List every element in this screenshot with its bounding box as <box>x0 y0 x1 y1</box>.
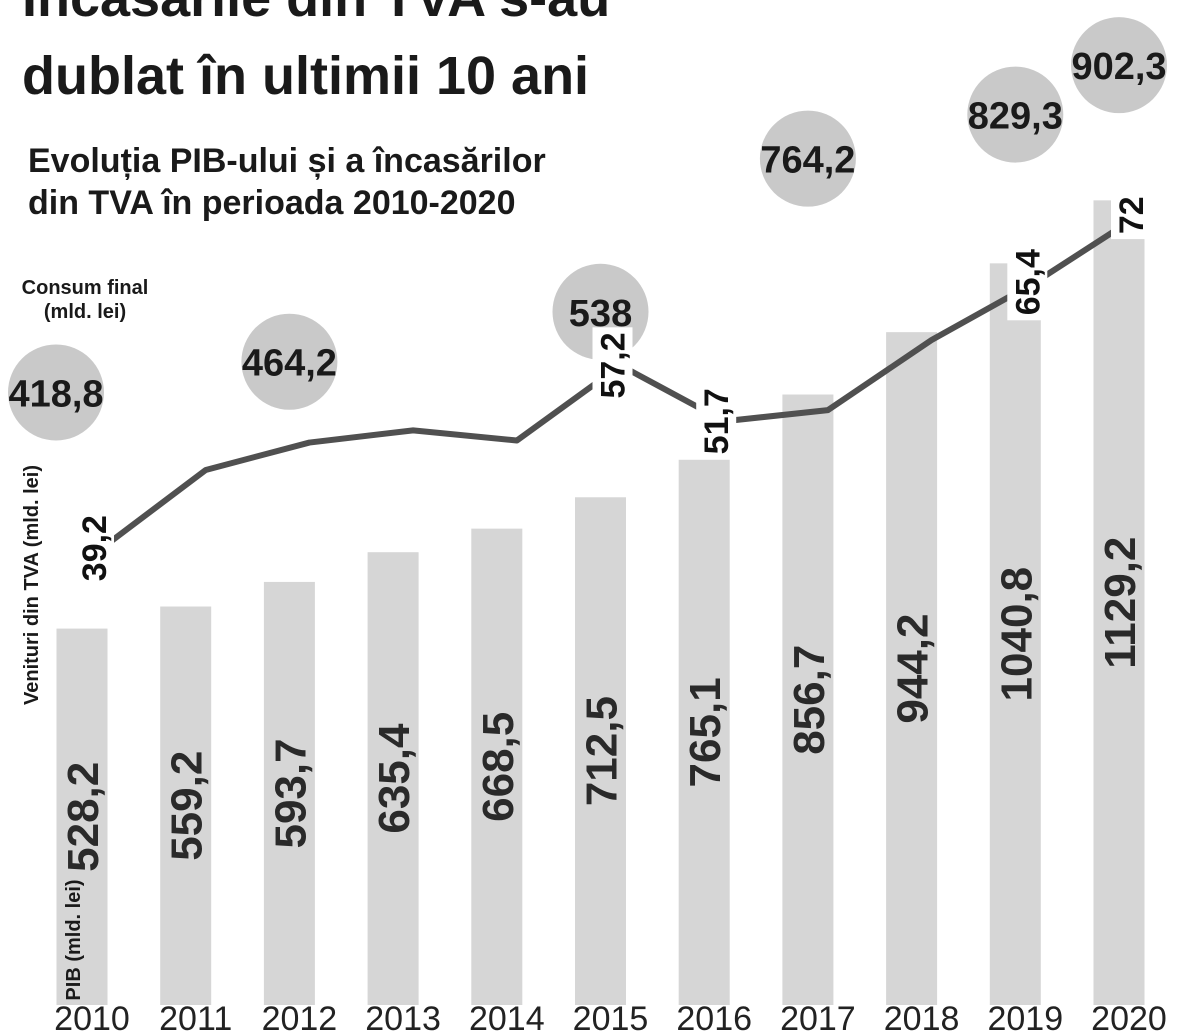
bubble <box>759 110 856 207</box>
bar-value-label: 944,2 <box>889 614 938 724</box>
line-value-label-bg <box>74 510 114 587</box>
line-value-label-bg <box>1111 191 1151 240</box>
bar-value-label: 528,2 <box>59 762 108 872</box>
title-line: dublat în ultimii 10 ani <box>22 46 589 106</box>
bar <box>471 528 523 1005</box>
bubble-value-label: 464,2 <box>242 343 337 385</box>
bar-value-label: 712,5 <box>578 696 627 806</box>
line-value-label-group: 57,2 <box>592 327 633 404</box>
bar <box>678 459 730 1005</box>
line-value-label: 65,4 <box>1009 249 1047 315</box>
line-value-label: 39,2 <box>76 515 114 581</box>
x-tick-label: 2014 <box>469 1000 545 1036</box>
line-value-label-group: 51,7 <box>696 383 737 460</box>
bubble-value-label: 538 <box>569 293 632 335</box>
x-tick-label: 2013 <box>365 1000 441 1036</box>
bar-value-label: 559,2 <box>163 751 212 861</box>
line-value-label-bg <box>592 327 633 404</box>
x-tick-label: 2012 <box>262 1000 338 1036</box>
line-value-label-group: 72 <box>1111 191 1151 240</box>
x-tick-label: 2011 <box>159 1000 232 1036</box>
bubble-value-label: 418,8 <box>8 373 103 415</box>
title-line: Încasările din TVA s-au <box>19 0 610 28</box>
bubble-value-label: 829,3 <box>968 96 1063 138</box>
line-value-label-group: 65,4 <box>1007 244 1048 321</box>
bar-value-label: 635,4 <box>370 723 419 834</box>
line-value-label-group: 39,2 <box>74 510 114 587</box>
y-axis-label: PIB (mld. lei) <box>63 879 85 1000</box>
bubble <box>8 344 104 441</box>
subtitle-line: din TVA în perioada 2010-2020 <box>28 184 516 222</box>
x-tick-label: 2017 <box>780 1000 856 1036</box>
line-value-label: 57,2 <box>595 332 633 398</box>
x-tick-label: 2015 <box>573 1000 649 1036</box>
bar-value-label: 856,7 <box>785 645 834 755</box>
y2-axis-label: Venituri din TVA (mld. lei) <box>21 465 43 705</box>
bar <box>367 552 419 1005</box>
bubble-label: (mld. lei) <box>44 301 126 323</box>
line-value-label-bg <box>696 383 737 460</box>
bar <box>263 581 315 1005</box>
bar-value-label: 765,1 <box>681 677 730 787</box>
bubble <box>241 313 338 410</box>
bar <box>1093 200 1145 1005</box>
x-tick-label: 2016 <box>676 1000 752 1036</box>
bubble-label: Consum final <box>22 277 149 299</box>
bar <box>886 332 938 1006</box>
x-tick-label: 2010 <box>54 1000 130 1036</box>
bubble-value-label: 764,2 <box>760 140 855 182</box>
x-tick-label: 2019 <box>987 1000 1063 1036</box>
labels-layer: 528,2 559,2 593,7 635,4 668,5 712,5 765,1 856,7… <box>8 46 1166 1036</box>
bar <box>160 606 212 1005</box>
line-value-label: 72 <box>1113 196 1151 234</box>
bar-value-label: 1129,2 <box>1096 537 1145 669</box>
bar <box>989 263 1041 1006</box>
bubble <box>1071 17 1167 114</box>
bar-value-label: 1040,8 <box>992 567 1041 702</box>
bar-value-label: 668,5 <box>474 712 523 822</box>
bubble-value-label: 902,3 <box>1071 46 1166 88</box>
x-tick-label: 2020 <box>1091 1000 1167 1036</box>
bar-value-label: 593,7 <box>266 738 315 848</box>
bars-layer <box>56 200 1145 1006</box>
x-tick-label: 2018 <box>884 1000 960 1036</box>
bar <box>782 394 834 1005</box>
bar <box>575 497 626 1005</box>
bubble <box>967 66 1064 163</box>
bar <box>56 628 108 1005</box>
line-value-label: 51,7 <box>698 388 736 454</box>
subtitle-line: Evoluția PIB-ului și a încasărilor <box>28 142 546 180</box>
line-value-label-bg <box>1007 244 1048 321</box>
